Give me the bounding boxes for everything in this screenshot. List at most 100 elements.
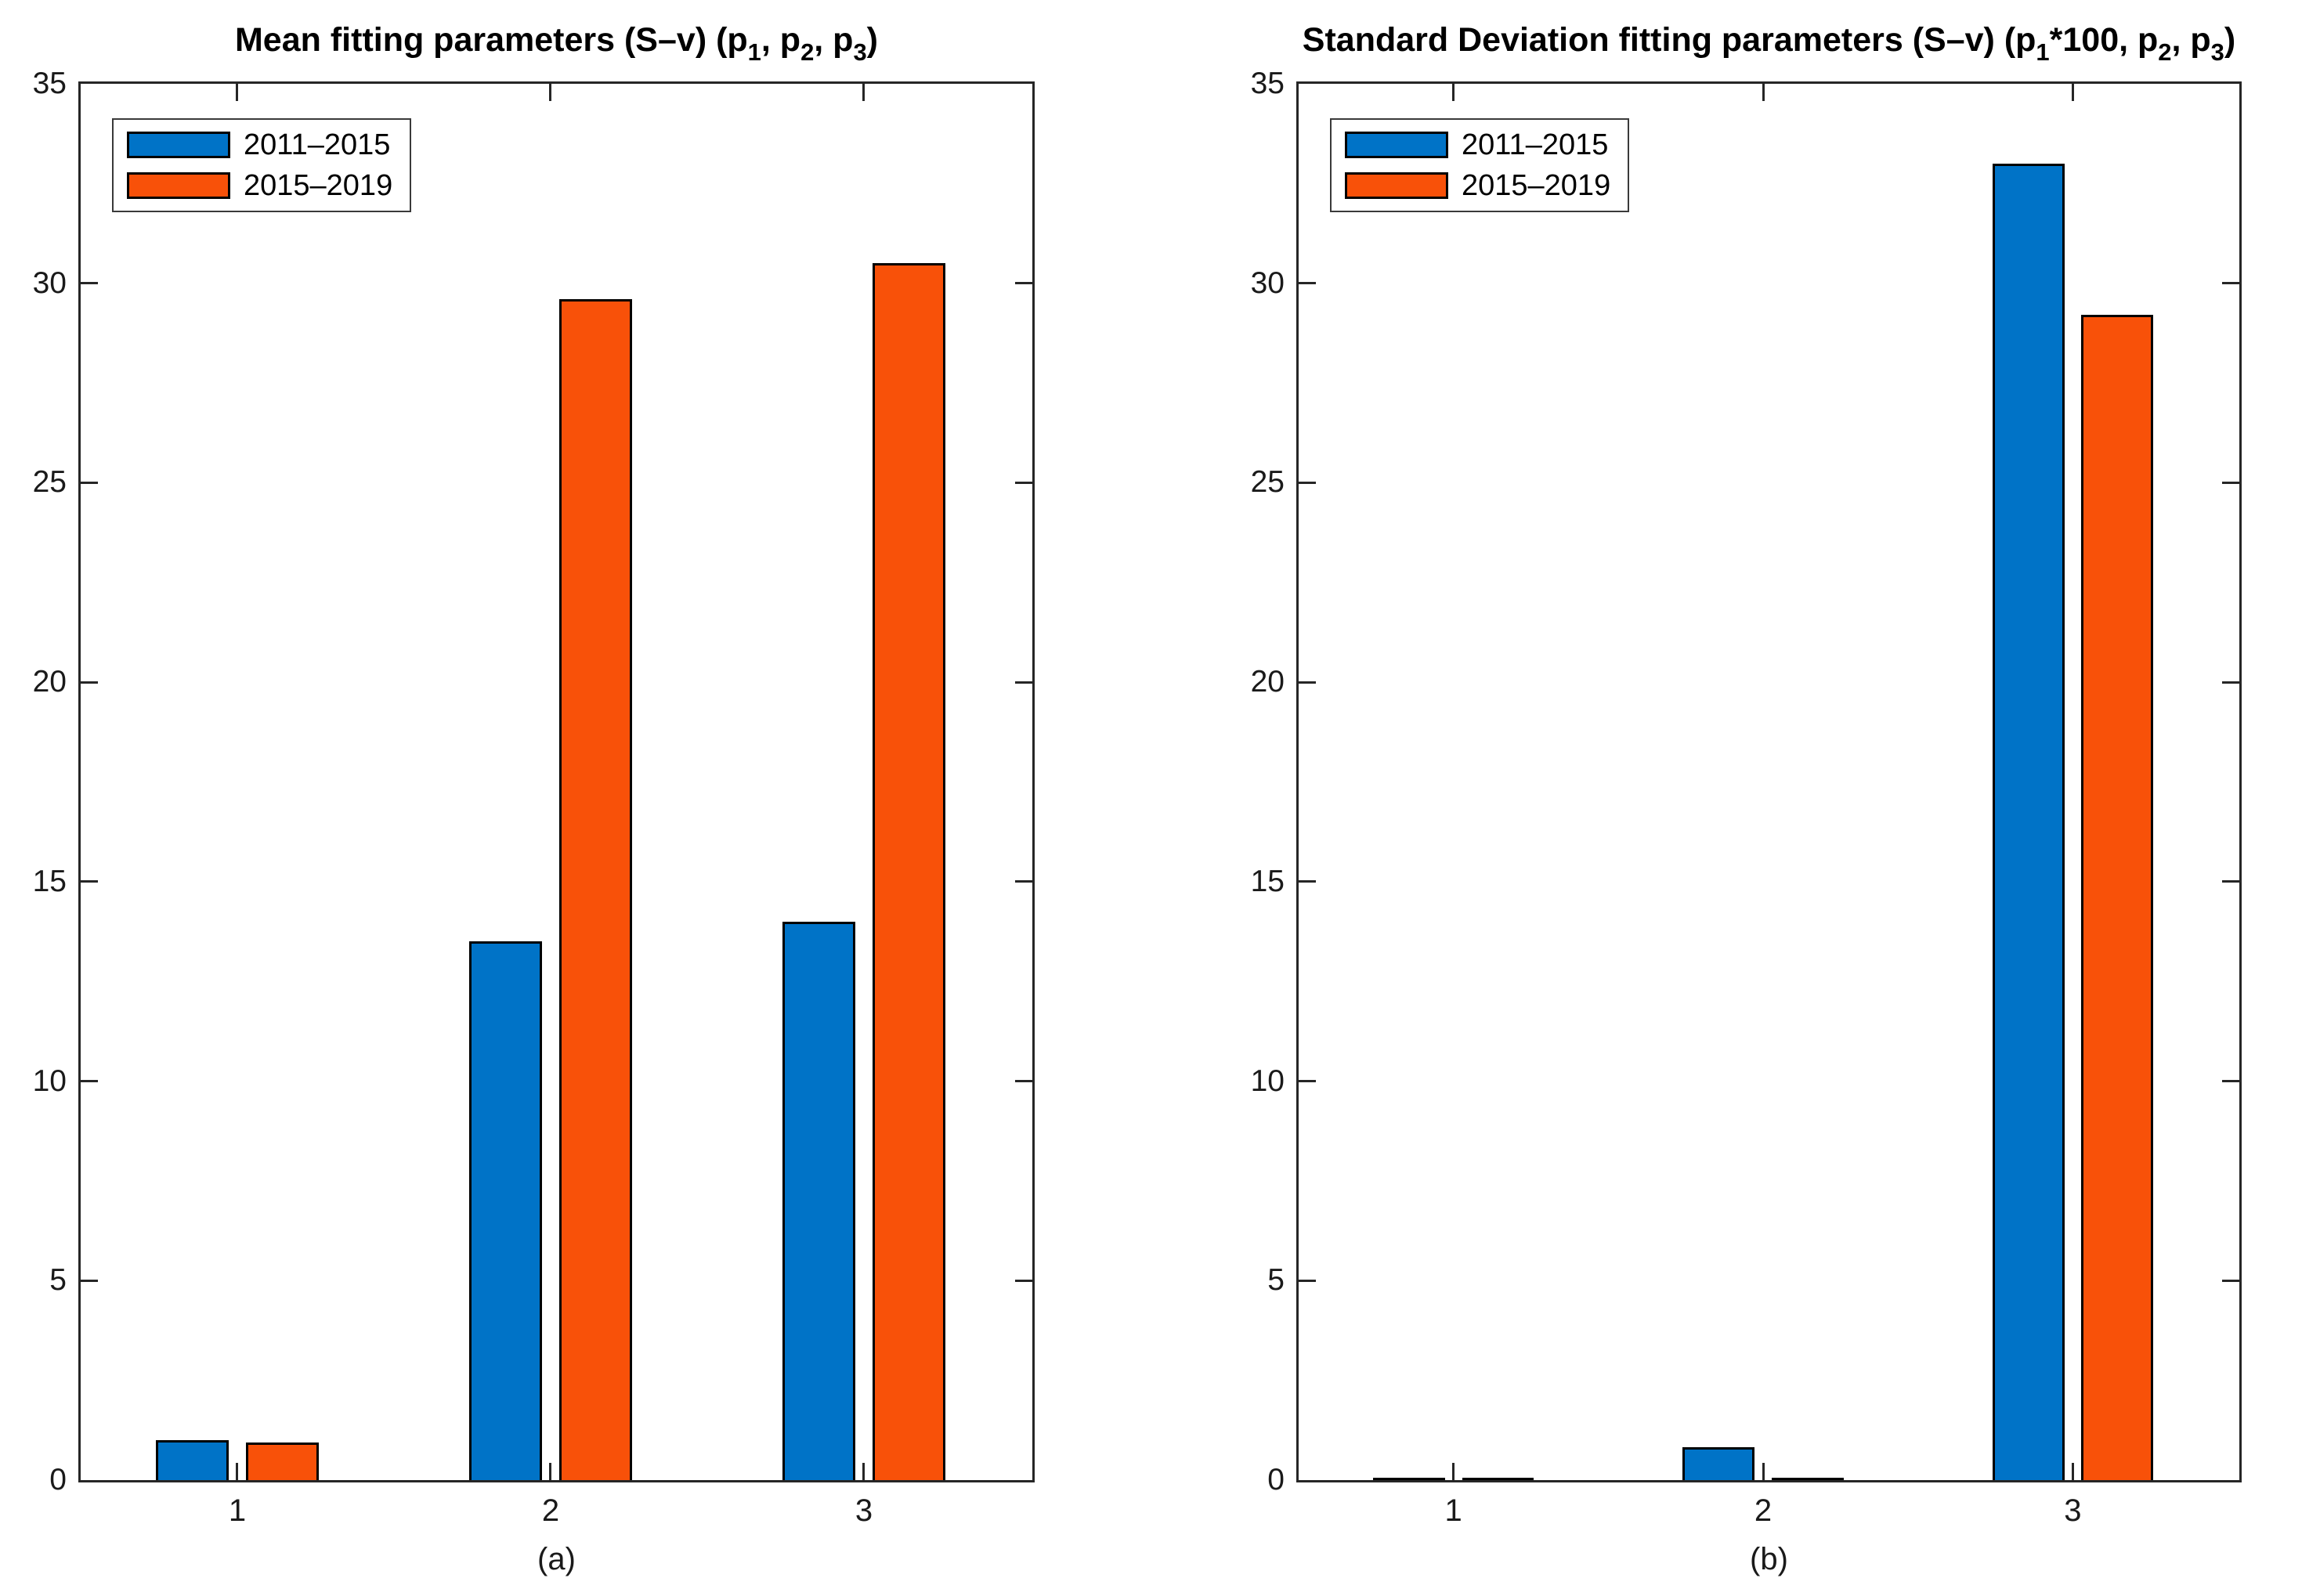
x-tick-mark bbox=[862, 1463, 865, 1480]
bar-2011–2015-cat2 bbox=[468, 941, 542, 1480]
legend-label-2011-2015: 2011–2015 bbox=[244, 128, 391, 161]
y-tick-label: 20 bbox=[1250, 665, 1285, 699]
y-tick-mark bbox=[1299, 880, 1316, 883]
bar-2015–2019-cat1 bbox=[245, 1443, 319, 1480]
plot-area-b: Standard Deviation fitting parameters (S… bbox=[1251, 21, 2242, 1576]
y-tick-mark bbox=[1015, 282, 1032, 285]
x-tick-label: 3 bbox=[855, 1493, 873, 1528]
y-tick-label: 30 bbox=[32, 265, 67, 300]
y-tick-mark bbox=[81, 681, 98, 684]
y-tick-mark bbox=[81, 880, 98, 883]
title-subscript: 2 bbox=[2158, 38, 2172, 66]
x-tick-mark bbox=[1452, 84, 1455, 101]
y-tick-label: 20 bbox=[32, 665, 67, 699]
legend-row: 2011–2015 bbox=[127, 128, 402, 161]
x-tick-mark bbox=[549, 1463, 552, 1480]
y-tick-label: 5 bbox=[1267, 1263, 1285, 1298]
chart-title-a: Mean fitting parameters (S–v) (p1, p2, p… bbox=[235, 20, 878, 73]
bar-2011–2015-cat1 bbox=[1372, 1477, 1445, 1480]
y-tick-mark bbox=[1015, 481, 1032, 484]
subplot-label-b: (b) bbox=[1750, 1542, 1788, 1576]
x-tick-label: 3 bbox=[2064, 1493, 2082, 1528]
legend-label-2015-2019: 2015–2019 bbox=[244, 169, 393, 202]
bar-2015–2019-cat2 bbox=[558, 299, 632, 1480]
title-text: ) bbox=[866, 21, 879, 59]
y-tick-label: 25 bbox=[1250, 465, 1285, 500]
legend-row: 2011–2015 bbox=[1345, 128, 1620, 161]
y-tick-label: 15 bbox=[32, 864, 67, 898]
legend-swatch-2015-2019 bbox=[127, 172, 230, 199]
y-tick-mark bbox=[2222, 1080, 2239, 1083]
bar-2015–2019-cat1 bbox=[1462, 1477, 1534, 1480]
x-tick-mark bbox=[2071, 1463, 2074, 1480]
bar-2011–2015-cat3 bbox=[1992, 163, 2065, 1480]
y-tick-mark bbox=[81, 1080, 98, 1083]
y-tick-mark bbox=[1299, 681, 1316, 684]
x-tick-mark bbox=[862, 84, 865, 101]
y-tick-label: 25 bbox=[32, 465, 67, 500]
y-tick-mark bbox=[1015, 1279, 1032, 1282]
title-text: *100, p bbox=[2049, 21, 2159, 59]
y-tick-mark bbox=[1299, 481, 1316, 484]
y-tick-label: 5 bbox=[49, 1263, 67, 1298]
legend-row: 2015–2019 bbox=[1345, 169, 1620, 202]
legend-swatch-2011-2015 bbox=[127, 132, 230, 158]
y-tick-mark bbox=[1015, 880, 1032, 883]
y-tick-mark bbox=[2222, 481, 2239, 484]
y-tick-mark bbox=[1015, 681, 1032, 684]
y-tick-label: 35 bbox=[1250, 67, 1285, 100]
bar-2015–2019-cat3 bbox=[872, 263, 945, 1480]
legend-label-2015-2019: 2015–2019 bbox=[1462, 169, 1611, 202]
y-tick-mark bbox=[2222, 282, 2239, 285]
y-tick-mark bbox=[1299, 1080, 1316, 1083]
title-text: Mean fitting parameters (S–v) (p bbox=[234, 21, 748, 59]
title-subscript: 3 bbox=[853, 38, 867, 66]
x-tick-mark bbox=[1452, 1463, 1455, 1480]
x-tick-mark bbox=[1762, 1463, 1765, 1480]
legend-a: 2011–2015 2015–2019 bbox=[112, 118, 411, 212]
y-tick-label: 35 bbox=[32, 67, 67, 100]
x-tick-mark bbox=[1762, 84, 1765, 101]
chart-title-b: Standard Deviation fitting parameters (S… bbox=[1303, 20, 2235, 73]
title-subscript: 2 bbox=[800, 38, 815, 66]
y-tick-label: 0 bbox=[49, 1463, 67, 1497]
x-tick-label: 2 bbox=[1754, 1493, 1773, 1528]
y-tick-label: 10 bbox=[32, 1063, 67, 1098]
y-tick-mark bbox=[1299, 1279, 1316, 1282]
title-subscript: 3 bbox=[2210, 38, 2224, 66]
y-tick-mark bbox=[2222, 681, 2239, 684]
legend-b: 2011–2015 2015–2019 bbox=[1330, 118, 1629, 212]
x-tick-mark bbox=[236, 84, 239, 101]
title-subscript: 1 bbox=[2036, 38, 2050, 66]
bar-2011–2015-cat2 bbox=[1682, 1447, 1755, 1480]
title-subscript: 1 bbox=[747, 38, 761, 66]
bar-2011–2015-cat3 bbox=[782, 921, 855, 1480]
bar-2015–2019-cat3 bbox=[2081, 315, 2154, 1480]
plot-area-a: Mean fitting parameters (S–v) (p1, p2, p… bbox=[33, 21, 1035, 1576]
title-text: Standard Deviation fitting parameters (S… bbox=[1302, 21, 2036, 59]
x-tick-mark bbox=[549, 84, 552, 101]
x-tick-mark bbox=[2071, 84, 2074, 101]
legend-swatch-2015-2019 bbox=[1345, 172, 1448, 199]
y-tick-mark bbox=[81, 282, 98, 285]
x-tick-label: 2 bbox=[541, 1493, 560, 1528]
y-tick-mark bbox=[1299, 282, 1316, 285]
legend-swatch-2011-2015 bbox=[1345, 132, 1448, 158]
legend-label-2011-2015: 2011–2015 bbox=[1462, 128, 1609, 161]
subplot-label-a: (a) bbox=[537, 1542, 576, 1576]
y-tick-label: 0 bbox=[1267, 1463, 1285, 1497]
y-tick-mark bbox=[2222, 880, 2239, 883]
title-text: , p bbox=[814, 21, 854, 59]
title-text: , p bbox=[761, 21, 801, 59]
x-tick-label: 1 bbox=[1444, 1493, 1462, 1528]
y-tick-mark bbox=[81, 481, 98, 484]
y-tick-mark bbox=[1015, 1080, 1032, 1083]
y-tick-mark bbox=[81, 1279, 98, 1282]
y-tick-label: 10 bbox=[1250, 1063, 1285, 1098]
x-tick-label: 1 bbox=[228, 1493, 247, 1528]
legend-row: 2015–2019 bbox=[127, 169, 402, 202]
x-tick-mark bbox=[236, 1463, 239, 1480]
y-tick-label: 15 bbox=[1250, 864, 1285, 898]
title-text: ) bbox=[2224, 21, 2236, 59]
